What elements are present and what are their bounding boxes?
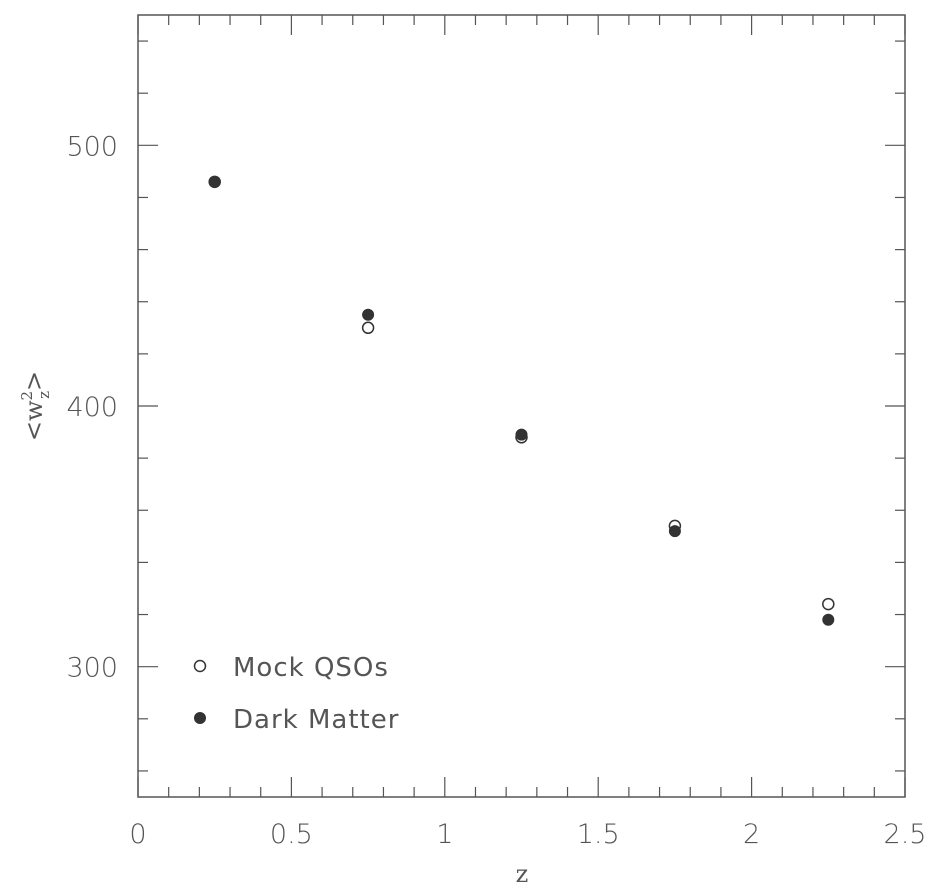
x-axis-title: z bbox=[516, 860, 529, 887]
point-mock-qsos bbox=[822, 597, 835, 611]
y-axis-title-sup: 2 bbox=[18, 391, 36, 401]
y-axis-title-sub: z bbox=[35, 391, 53, 399]
x-tick-label: 1 bbox=[436, 819, 453, 850]
x-tick-label: 2.5 bbox=[884, 819, 927, 850]
x-tick-label: 2 bbox=[743, 819, 760, 850]
svg-text:<w2z>: <w2z> bbox=[18, 371, 53, 441]
x-tick-label: 0 bbox=[129, 819, 146, 850]
y-tick-label: 400 bbox=[66, 392, 118, 423]
point-dark-matter bbox=[208, 175, 221, 188]
y-axis-title-close: > bbox=[20, 371, 48, 391]
y-axis-title: <w2z> bbox=[18, 371, 53, 441]
y-tick-label: 500 bbox=[66, 131, 118, 162]
legend-label-mock-qsos: Mock QSOs bbox=[233, 653, 389, 683]
point-dark-matter bbox=[668, 525, 681, 538]
point-dark-matter bbox=[822, 613, 835, 626]
data-points bbox=[208, 175, 835, 626]
x-tick-labels: 0 0.5 1 1.5 2 2.5 bbox=[129, 819, 926, 850]
point-mock-qsos bbox=[361, 321, 375, 335]
y-axis-title-base: w bbox=[20, 400, 48, 421]
y-axis-title-open: < bbox=[20, 421, 48, 441]
y-tick-labels: 300 400 500 bbox=[66, 131, 118, 683]
x-tick-label: 0.5 bbox=[270, 819, 313, 850]
ticks bbox=[137, 15, 906, 797]
legend-marker-mock-qsos bbox=[193, 659, 207, 673]
legend-marker-dark-matter bbox=[194, 712, 206, 724]
point-dark-matter bbox=[362, 308, 375, 321]
legend-label-dark-matter: Dark Matter bbox=[233, 705, 399, 735]
x-tick-label: 1.5 bbox=[577, 819, 620, 850]
legend: Mock QSOs Dark Matter bbox=[193, 653, 399, 735]
point-dark-matter bbox=[515, 428, 528, 441]
y-tick-label: 300 bbox=[66, 653, 118, 684]
